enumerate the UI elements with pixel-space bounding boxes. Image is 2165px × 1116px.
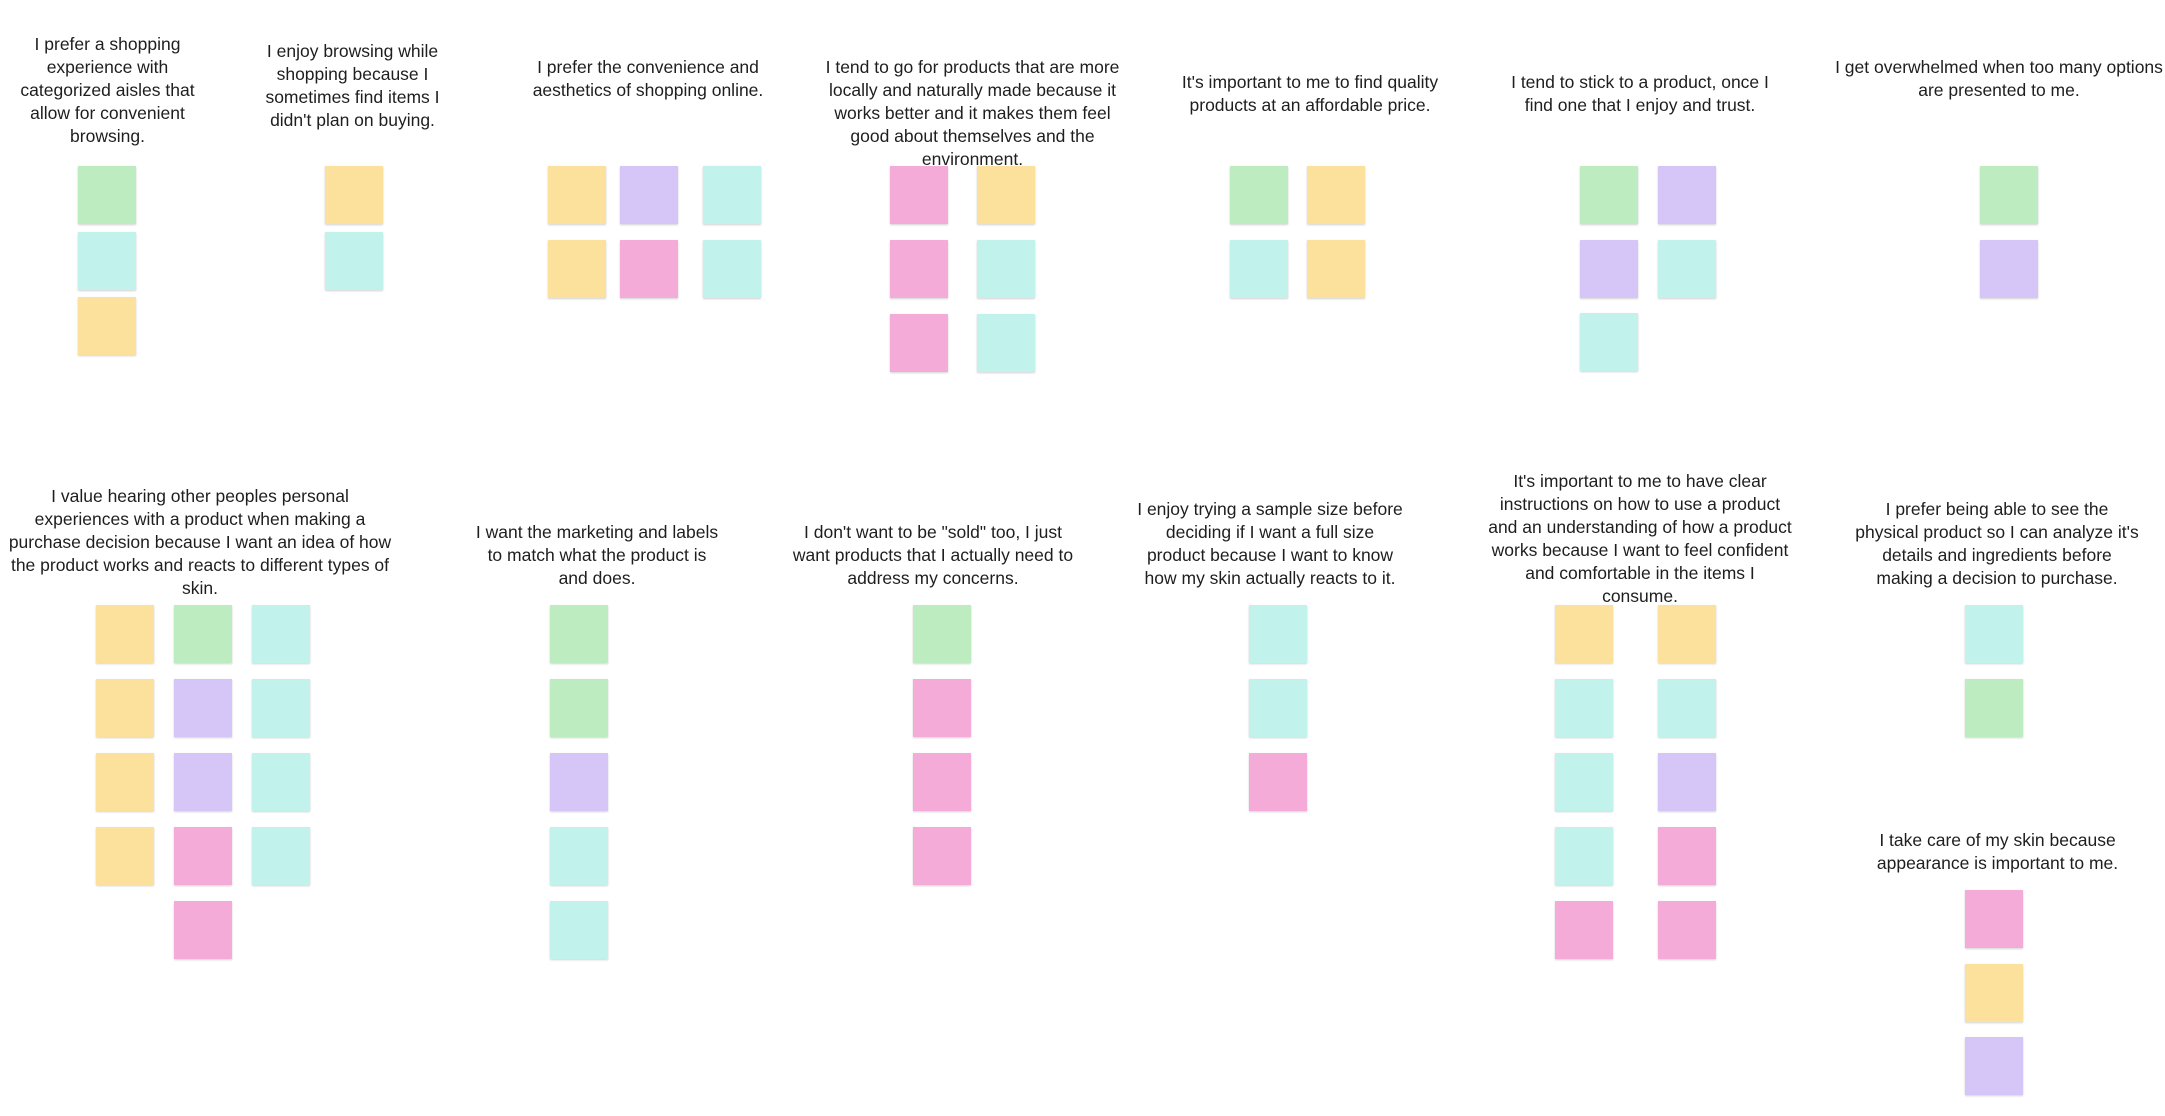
sticky-note[interactable] [252, 679, 310, 737]
sticky-note[interactable] [550, 827, 608, 885]
sticky-note[interactable] [890, 314, 948, 372]
theme-heading: I want the marketing and labels to match… [475, 522, 719, 588]
theme-heading: I take care of my skin because appearanc… [1876, 830, 2119, 873]
sticky-note[interactable] [550, 605, 608, 663]
sticky-note[interactable] [325, 166, 383, 224]
sticky-note[interactable] [1230, 166, 1288, 224]
sticky-note[interactable] [550, 679, 608, 737]
sticky-note[interactable] [548, 240, 606, 298]
theme-heading: I tend to go for products that are more … [825, 57, 1120, 169]
sticky-note[interactable] [913, 679, 971, 737]
sticky-note[interactable] [1307, 166, 1365, 224]
theme-heading: I get overwhelmed when too many options … [1835, 57, 2163, 100]
sticky-note[interactable] [977, 240, 1035, 298]
theme-heading: I don't want to be "sold" too, I just wa… [792, 522, 1074, 588]
sticky-note[interactable] [1965, 679, 2023, 737]
theme-heading: I enjoy trying a sample size before deci… [1137, 499, 1403, 588]
sticky-note[interactable] [913, 753, 971, 811]
sticky-note[interactable] [1658, 605, 1716, 663]
sticky-note[interactable] [1555, 605, 1613, 663]
theme-heading: It's important to me to have clear instr… [1488, 471, 1792, 606]
sticky-note[interactable] [174, 753, 232, 811]
sticky-note[interactable] [1555, 753, 1613, 811]
theme-heading: I enjoy browsing while shopping because … [265, 41, 440, 130]
sticky-note[interactable] [96, 753, 154, 811]
theme-heading: I tend to stick to a product, once I fin… [1511, 72, 1769, 115]
sticky-note[interactable] [913, 827, 971, 885]
sticky-note[interactable] [1658, 753, 1716, 811]
sticky-note[interactable] [550, 901, 608, 959]
sticky-note[interactable] [1230, 240, 1288, 298]
sticky-note[interactable] [890, 240, 948, 298]
sticky-note[interactable] [78, 297, 136, 355]
sticky-note[interactable] [1965, 605, 2023, 663]
sticky-note[interactable] [174, 901, 232, 959]
sticky-note[interactable] [977, 314, 1035, 372]
sticky-note[interactable] [1965, 1037, 2023, 1095]
sticky-note[interactable] [1555, 679, 1613, 737]
sticky-note[interactable] [78, 232, 136, 290]
sticky-note[interactable] [1658, 240, 1716, 298]
sticky-note[interactable] [548, 166, 606, 224]
sticky-note[interactable] [550, 753, 608, 811]
sticky-note[interactable] [252, 827, 310, 885]
sticky-note[interactable] [1965, 964, 2023, 1022]
sticky-note[interactable] [252, 605, 310, 663]
theme-heading: I prefer the convenience and aesthetics … [532, 57, 764, 100]
theme-heading: I value hearing other peoples personal e… [8, 486, 392, 598]
sticky-note[interactable] [1580, 313, 1638, 371]
sticky-note[interactable] [174, 605, 232, 663]
sticky-note[interactable] [252, 753, 310, 811]
sticky-note[interactable] [977, 166, 1035, 224]
sticky-note[interactable] [78, 166, 136, 224]
sticky-note[interactable] [890, 166, 948, 224]
sticky-note[interactable] [913, 605, 971, 663]
sticky-note[interactable] [1658, 679, 1716, 737]
sticky-note[interactable] [1555, 901, 1613, 959]
sticky-note[interactable] [96, 827, 154, 885]
sticky-note[interactable] [1658, 166, 1716, 224]
sticky-note[interactable] [174, 827, 232, 885]
sticky-note[interactable] [1555, 827, 1613, 885]
sticky-note[interactable] [1307, 240, 1365, 298]
sticky-note[interactable] [1580, 240, 1638, 298]
sticky-note[interactable] [1965, 890, 2023, 948]
sticky-note[interactable] [1249, 605, 1307, 663]
sticky-note[interactable] [325, 232, 383, 290]
sticky-note[interactable] [620, 240, 678, 298]
theme-heading: It's important to me to find quality pro… [1181, 72, 1439, 115]
sticky-note[interactable] [96, 605, 154, 663]
sticky-note[interactable] [703, 240, 761, 298]
sticky-note[interactable] [1249, 679, 1307, 737]
sticky-note[interactable] [174, 679, 232, 737]
theme-heading: I prefer a shopping experience with cate… [20, 34, 195, 146]
sticky-note[interactable] [1658, 901, 1716, 959]
theme-heading: I prefer being able to see the physical … [1855, 499, 2139, 588]
sticky-note[interactable] [1249, 753, 1307, 811]
sticky-note[interactable] [96, 679, 154, 737]
sticky-note[interactable] [620, 166, 678, 224]
sticky-note[interactable] [1580, 166, 1638, 224]
sticky-note[interactable] [1658, 827, 1716, 885]
sticky-note[interactable] [703, 166, 761, 224]
sticky-note[interactable] [1980, 240, 2038, 298]
sticky-note[interactable] [1980, 166, 2038, 224]
